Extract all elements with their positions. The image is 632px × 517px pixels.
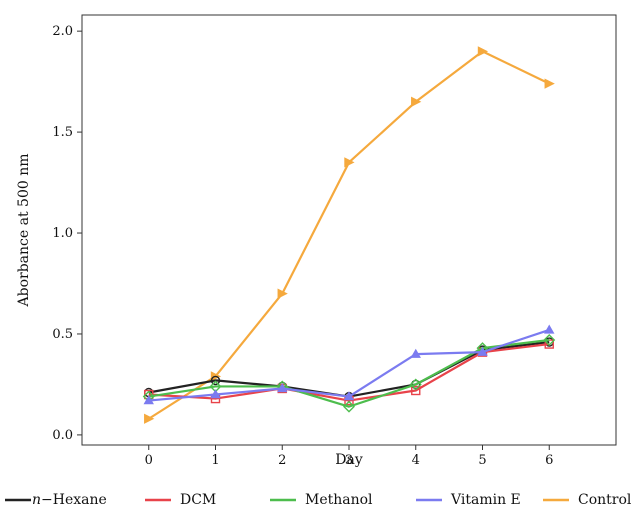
y-axis-title: Aborbance at 500 nm	[16, 154, 32, 308]
x-tick-label: 0	[145, 453, 153, 468]
x-tick-label: 3	[345, 453, 353, 468]
data-point-marker	[477, 46, 489, 57]
data-point-marker	[210, 375, 221, 386]
data-point-marker	[411, 96, 422, 107]
legend-label: Methanol	[305, 492, 373, 508]
series-line	[148, 328, 550, 402]
y-tick-label: 0.0	[52, 428, 73, 443]
legend-item: n−Hexane	[5, 492, 107, 508]
y-tick-label: 2.0	[52, 24, 73, 39]
data-point-marker	[411, 379, 421, 390]
y-tick-label: 0.5	[52, 327, 73, 342]
legend-item: Control	[543, 492, 632, 508]
legend-label: Control	[578, 492, 632, 508]
data-point-marker	[477, 346, 488, 356]
data-point-marker	[409, 378, 422, 391]
series-control	[144, 46, 555, 424]
legend-label: Vitamin E	[450, 492, 521, 508]
x-tick-label: 5	[478, 453, 486, 468]
data-point-marker	[410, 348, 421, 358]
data-point-marker	[343, 400, 355, 413]
x-tick-label: 1	[211, 453, 219, 468]
series-layer	[142, 46, 556, 424]
data-point-marker	[277, 383, 288, 393]
legend-label: n−Hexane	[32, 492, 107, 508]
data-point-marker	[544, 324, 555, 334]
legend: n−Hexane DCM Methanol Vitamin E Control	[5, 492, 632, 508]
legend-label: DCM	[180, 492, 216, 508]
x-tick-label: 2	[278, 453, 286, 468]
series-vitamin-e	[143, 324, 555, 405]
x-tick-label: 6	[545, 453, 553, 468]
legend-item: Vitamin E	[416, 492, 521, 508]
data-point-marker	[144, 413, 155, 424]
y-axis: 0.0 0.5 1.0 1.5 2.0	[52, 24, 82, 443]
data-point-marker	[210, 389, 221, 399]
x-axis-title: Day	[335, 452, 363, 468]
legend-label-suffix: −Hexane	[41, 492, 107, 508]
plot-frame	[81, 14, 617, 446]
legend-label-prefix: n	[32, 492, 41, 508]
y-tick-label: 1.5	[52, 125, 73, 140]
data-point-marker	[343, 391, 355, 401]
data-point-marker	[143, 395, 154, 405]
data-point-marker	[544, 78, 555, 89]
data-point-marker	[543, 334, 556, 347]
data-point-marker	[411, 385, 421, 396]
series-line	[148, 50, 550, 420]
x-axis: 0 1 2 3 4 5 6	[145, 445, 553, 468]
legend-item: Methanol	[270, 492, 373, 508]
data-point-marker	[277, 288, 288, 299]
y-tick-label: 1.0	[52, 226, 73, 241]
legend-item: DCM	[145, 492, 216, 508]
data-point-marker	[344, 157, 355, 168]
x-tick-label: 4	[412, 453, 420, 468]
